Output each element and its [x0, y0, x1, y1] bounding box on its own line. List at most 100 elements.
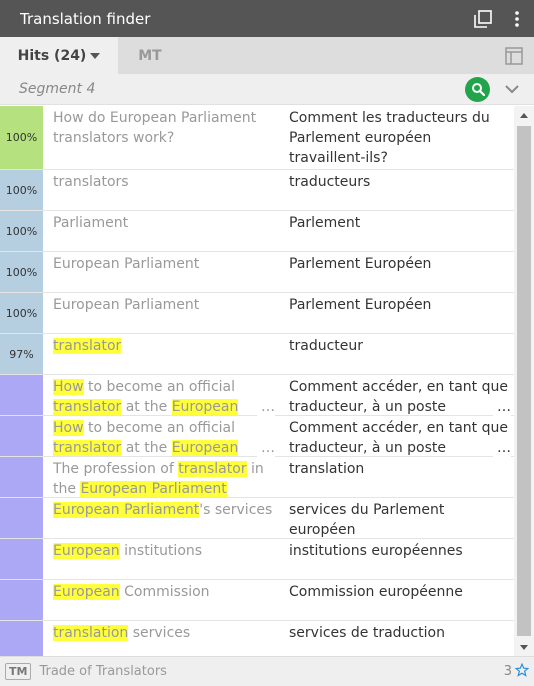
- match-percent: 100%: [0, 106, 43, 169]
- search-button[interactable]: [465, 76, 490, 102]
- target-fragment: traducteurs: [289, 174, 371, 190]
- ellipsis: …: [493, 438, 511, 458]
- source-fragment: European Parliament: [53, 256, 200, 272]
- target-fragment: translation: [289, 461, 365, 477]
- source-fragment: services: [128, 625, 191, 641]
- target-fragment: Comment accéder, en tant que traducteur,…: [289, 420, 508, 456]
- source-fragment: to become an official: [83, 420, 236, 436]
- hit-source-text: The profession of translator in the Euro…: [53, 459, 275, 499]
- hit-source-text: European Parliament: [53, 254, 275, 274]
- hit-source-text: translator: [53, 336, 275, 356]
- match-percent: [0, 621, 43, 656]
- source-fragment: translators: [53, 174, 129, 190]
- match-percent: 100%: [0, 170, 43, 210]
- source-fragment: 's services: [199, 502, 273, 518]
- scroll-thumb[interactable]: [517, 126, 531, 636]
- target-fragment: services de traduction: [289, 625, 445, 641]
- match-percent: [0, 580, 43, 620]
- hit-row[interactable]: European Commission Commission européenne: [0, 580, 514, 621]
- hit-source-text: European Parliament: [53, 295, 275, 315]
- scrollbar[interactable]: [514, 106, 534, 656]
- hit-row[interactable]: 100% Parliament Parlement: [0, 211, 514, 252]
- source-fragment: in the: [53, 461, 264, 497]
- highlighted-term: How: [53, 420, 84, 436]
- match-percent: 100%: [0, 252, 43, 292]
- target-fragment: Parlement Européen: [289, 256, 432, 272]
- source-fragment: European Parliament: [53, 297, 200, 313]
- segment-label: Segment 4: [19, 81, 96, 97]
- resource-name: Trade of Translators: [39, 664, 167, 679]
- hit-source-text: European institutions: [53, 541, 275, 561]
- layout-toggle-button[interactable]: [494, 37, 534, 74]
- star-icon: [514, 662, 530, 677]
- match-percent: [0, 457, 43, 497]
- hit-row[interactable]: European institutions institutions europé…: [0, 539, 514, 580]
- hit-row[interactable]: The profession of translator in the Euro…: [0, 457, 514, 498]
- target-fragment: Comment accéder, en tant que traducteur,…: [289, 379, 508, 415]
- hit-row[interactable]: European Parliament's services services d…: [0, 498, 514, 539]
- match-percent: 100%: [0, 211, 43, 251]
- hit-target-text: Parlement Européen: [289, 254, 511, 274]
- hit-target-text: traducteur: [289, 336, 511, 356]
- hit-count: 3: [503, 664, 512, 679]
- more-menu-button[interactable]: [500, 0, 534, 37]
- hit-target-text: translation: [289, 459, 511, 479]
- target-fragment: services du Parlement européen: [289, 502, 445, 538]
- source-fragment: to become an official: [83, 379, 236, 395]
- target-fragment: Parlement: [289, 215, 361, 231]
- source-fragment: Parliament: [53, 215, 129, 231]
- tab-hits-label: Hits (24): [17, 47, 87, 64]
- tab-mt[interactable]: MT: [118, 37, 182, 74]
- hit-row[interactable]: 100% European Parliament Parlement Europée…: [0, 252, 514, 293]
- match-percent: [0, 375, 43, 415]
- highlighted-term: translator: [178, 461, 247, 477]
- ellipsis: …: [257, 397, 275, 417]
- tab-mt-label: MT: [138, 47, 162, 64]
- hit-target-text: services de traduction: [289, 623, 511, 643]
- favorite-button[interactable]: [514, 662, 530, 681]
- highlighted-term: How: [53, 379, 84, 395]
- highlighted-term: European: [53, 543, 120, 559]
- match-percent: 97%: [0, 334, 43, 374]
- tab-hits[interactable]: Hits (24): [0, 37, 118, 74]
- source-fragment: at the: [121, 399, 172, 415]
- expand-button[interactable]: [498, 84, 526, 94]
- title-bar: Translation finder: [0, 0, 534, 37]
- hit-target-text: traducteurs: [289, 172, 511, 192]
- hit-target-text: Commission européenne: [289, 582, 511, 602]
- highlighted-term: translator: [53, 338, 122, 354]
- highlighted-term: translator: [53, 399, 122, 415]
- hit-row[interactable]: translation services services de traducti…: [0, 621, 514, 656]
- hit-row[interactable]: 100% European Parliament Parlement Europée…: [0, 293, 514, 334]
- hit-row[interactable]: How to become an official translator at …: [0, 416, 514, 458]
- scroll-up-button[interactable]: [514, 108, 534, 122]
- source-fragment: The profession of: [53, 461, 179, 477]
- target-fragment: Comment les traducteurs du Parlement eur…: [289, 110, 490, 166]
- hit-row[interactable]: How to become an official translator at …: [0, 375, 514, 417]
- highlighted-term: translator: [53, 440, 122, 456]
- hit-source-text: European Commission: [53, 582, 275, 602]
- hit-target-text: services du Parlement européen: [289, 500, 511, 540]
- highlighted-term: European Parliament: [53, 502, 200, 518]
- more-vertical-icon: [515, 10, 519, 27]
- highlighted-term: translation: [53, 625, 129, 641]
- highlighted-term: European: [171, 399, 239, 415]
- chevron-down-icon: [505, 85, 519, 94]
- tm-badge: TM: [5, 663, 32, 680]
- hit-target-text: Comment accéder, en tant que traducteur,…: [289, 418, 511, 458]
- source-fragment: at the: [121, 440, 172, 456]
- hit-row[interactable]: 97% translator traducteur: [0, 334, 514, 375]
- hit-source-text: Parliament: [53, 213, 275, 233]
- hit-target-text: Comment accéder, en tant que traducteur,…: [289, 377, 511, 417]
- hit-row[interactable]: 100% translators traducteurs: [0, 170, 514, 211]
- window-title: Translation finder: [20, 9, 151, 28]
- caret-down-icon: [90, 52, 101, 59]
- target-fragment: institutions européennes: [289, 543, 463, 559]
- scroll-down-button[interactable]: [514, 640, 534, 654]
- hit-source-text: translators: [53, 172, 275, 192]
- hit-source-text: How do European Parliament translators w…: [53, 108, 275, 148]
- popout-button[interactable]: [466, 0, 500, 37]
- hit-row[interactable]: 100% How do European Parliament translato…: [0, 106, 514, 170]
- highlighted-term: European: [171, 440, 239, 456]
- search-icon: [471, 83, 485, 96]
